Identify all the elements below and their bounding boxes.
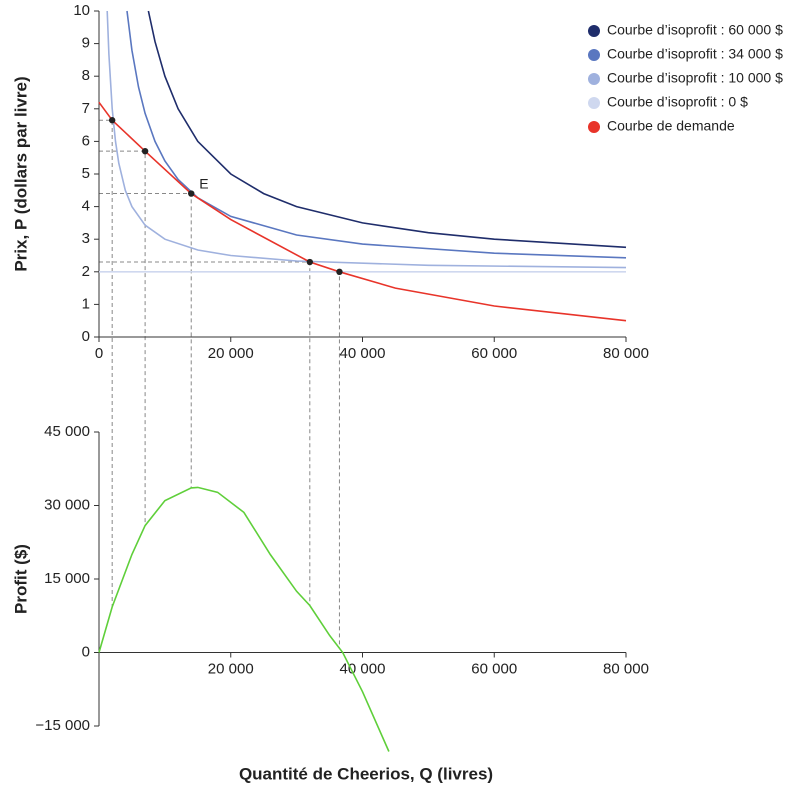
y-tick-label: 15 000: [44, 570, 90, 587]
legend-label: Courbe d’isoprofit : 34 000 $: [607, 46, 783, 62]
series-line: [106, 10, 627, 269]
legend-label: Courbe d’isoprofit : 10 000 $: [607, 70, 783, 86]
y-axis-title: Profit ($): [11, 544, 30, 614]
point: [306, 258, 313, 266]
guide-line: [99, 271, 340, 649]
y-tick-label: 9: [82, 35, 90, 52]
series-line: [147, 10, 627, 249]
series-line: [98, 486, 390, 752]
series-line: [98, 101, 627, 322]
y-tick-label: 2: [82, 263, 90, 280]
point: [141, 147, 149, 155]
legend-marker: [588, 73, 600, 85]
y-tick-label: −15 000: [35, 717, 90, 734]
annotation: E: [199, 175, 208, 191]
point: [188, 190, 195, 197]
legend-marker: [588, 25, 600, 37]
x-tick-label: 20 000: [208, 660, 254, 677]
legend-marker: [588, 49, 600, 61]
x-tick-label: 80 000: [603, 660, 649, 677]
legend-label: Courbe d’isoprofit : 0 $: [607, 94, 748, 110]
y-tick-label: 1: [82, 295, 90, 312]
y-tick-label: 10: [73, 2, 90, 19]
guide-line: [99, 119, 113, 607]
x-tick-label: 0: [95, 345, 103, 362]
legend-label: Courbe de demande: [607, 118, 735, 134]
legend-marker: [588, 121, 600, 133]
y-tick-label: 8: [82, 67, 90, 84]
y-tick-label: 7: [82, 100, 90, 117]
series-line: [126, 10, 627, 259]
x-tick-label: 60 000: [471, 345, 517, 362]
y-tick-label: 3: [82, 230, 90, 247]
point: [108, 117, 116, 124]
x-axis-title: Quantité de Cheerios, Q (livres): [239, 764, 493, 783]
x-tick-label: 80 000: [603, 345, 649, 362]
y-tick-label: 45 000: [44, 423, 90, 440]
x-tick-label: 40 000: [340, 660, 386, 677]
x-tick-label: 40 000: [340, 345, 386, 362]
x-tick-label: 20 000: [208, 345, 254, 362]
x-tick-label: 60 000: [471, 660, 517, 677]
y-tick-label: 5: [82, 165, 90, 182]
guide-line: [99, 261, 311, 606]
y-tick-label: 6: [82, 132, 90, 149]
point: [336, 268, 343, 275]
y-tick-label: 30 000: [44, 496, 90, 513]
y-tick-label: 4: [82, 198, 90, 215]
y-tick-label: 0: [82, 643, 90, 660]
legend-label: Courbe d’isoprofit : 60 000 $: [607, 22, 783, 38]
y-tick-label: 0: [82, 328, 90, 345]
y-axis-title: Prix, P (dollars par livre): [11, 76, 30, 271]
legend-marker: [588, 97, 600, 109]
guide-line: [99, 150, 146, 526]
